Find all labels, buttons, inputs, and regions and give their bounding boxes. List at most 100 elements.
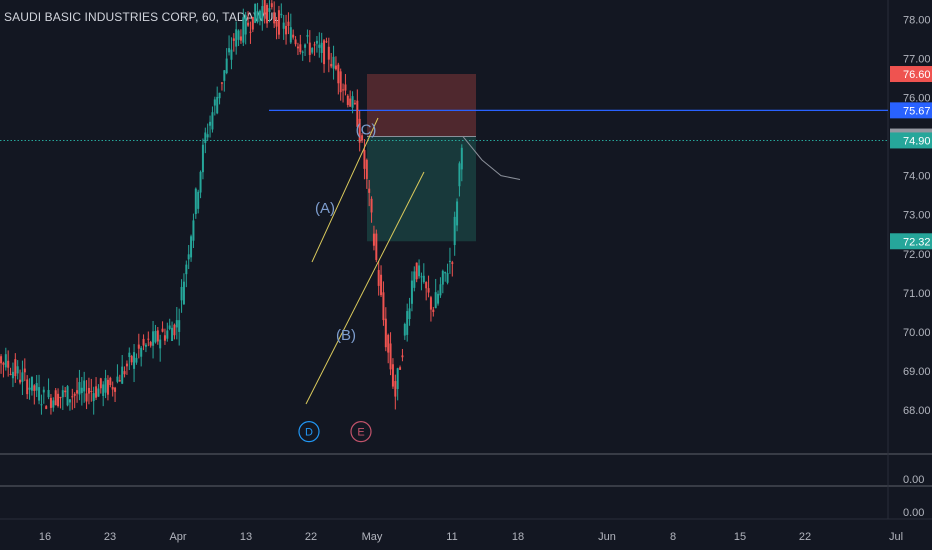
time-tick-label: 11: [446, 531, 457, 543]
candle: [299, 34, 302, 55]
candle: [121, 354, 124, 385]
candle: [161, 321, 164, 333]
price-tick-label: 74.00: [903, 171, 931, 183]
candle: [387, 333, 390, 364]
candle: [363, 139, 366, 180]
candle: [137, 333, 140, 359]
candle: [14, 353, 17, 383]
candle: [239, 29, 242, 44]
candle: [311, 47, 314, 55]
candle: [216, 86, 219, 115]
candle: [135, 353, 138, 365]
candle: [90, 378, 93, 402]
candle: [448, 247, 451, 274]
candle: [294, 36, 297, 47]
time-tick-label: Jul: [889, 531, 903, 543]
candle: [64, 387, 67, 398]
price-tag[interactable]: 75.67: [890, 102, 932, 119]
candle: [346, 94, 349, 108]
candle: [361, 132, 364, 143]
candle: [68, 398, 71, 411]
candle: [128, 347, 131, 371]
price-tick-label: 71.00: [903, 288, 931, 300]
candle: [306, 29, 309, 44]
candle: [380, 265, 383, 297]
candle: [282, 14, 285, 40]
upper-trend-line[interactable]: [311, 117, 379, 263]
candle: [163, 328, 166, 345]
candle: [235, 21, 238, 55]
candle: [71, 388, 74, 410]
time-tick-label: Apr: [169, 531, 186, 543]
candle: [439, 277, 442, 298]
candle: [95, 377, 98, 400]
candle: [285, 14, 288, 45]
stop-loss-zone[interactable]: [367, 74, 476, 137]
candle: [156, 327, 159, 345]
candle: [213, 96, 216, 116]
candle: [444, 271, 447, 282]
candle: [434, 278, 437, 309]
candle: [9, 367, 12, 376]
candle: [232, 33, 235, 52]
circled-wave-marker[interactable]: [298, 420, 320, 443]
candle: [123, 366, 126, 378]
price-tag[interactable]: 76.60: [890, 66, 932, 83]
candle: [261, 0, 264, 31]
time-tick-label: 22: [305, 531, 317, 543]
candle: [104, 369, 107, 399]
candle: [178, 308, 181, 346]
price-tag[interactable]: 72.32: [890, 233, 932, 250]
candle: [458, 161, 461, 197]
candle: [399, 365, 402, 370]
candle: [337, 62, 340, 95]
candle: [277, 5, 280, 39]
wave-label[interactable]: (C): [356, 122, 377, 139]
time-tick-label: May: [362, 531, 383, 543]
candle: [437, 290, 440, 306]
candle: [133, 344, 136, 383]
candle: [220, 82, 223, 91]
candle: [422, 263, 425, 284]
candle: [268, 0, 271, 23]
candlestick-series[interactable]: [0, 0, 463, 415]
price-tag[interactable]: 74.90: [890, 132, 932, 149]
wave-label[interactable]: (B): [336, 327, 356, 344]
candle: [26, 375, 29, 400]
candle: [318, 32, 321, 58]
candle: [453, 211, 456, 256]
candle: [49, 394, 52, 415]
candle: [28, 378, 31, 400]
candle: [194, 187, 197, 219]
candle: [199, 170, 202, 199]
lower-trend-line[interactable]: [305, 171, 425, 405]
candle: [382, 281, 385, 326]
candle: [106, 375, 109, 401]
candle: [168, 318, 171, 331]
candle: [187, 245, 190, 270]
candle: [304, 43, 307, 57]
candle: [420, 272, 423, 291]
candle: [280, 3, 283, 19]
circled-wave-marker[interactable]: [350, 420, 372, 443]
candle: [446, 263, 449, 285]
indicator-value-label: 0.00: [903, 474, 924, 486]
candle: [111, 381, 114, 397]
candle: [87, 377, 90, 405]
candle: [118, 374, 121, 382]
candle: [102, 381, 105, 407]
symbol-title: SAUDI BASIC INDUSTRIES CORP, 60, TADAWUL: [4, 10, 281, 24]
wave-label[interactable]: (A): [315, 200, 335, 217]
candle: [396, 367, 399, 401]
svg-text:72.32: 72.32: [903, 236, 931, 248]
candle: [209, 115, 212, 138]
candle: [2, 361, 5, 378]
candle: [218, 92, 221, 105]
candle: [54, 388, 57, 406]
projection-path[interactable]: [462, 136, 521, 181]
price-tick-label: 72.00: [903, 249, 931, 261]
candle: [21, 360, 24, 396]
candle: [370, 196, 373, 223]
